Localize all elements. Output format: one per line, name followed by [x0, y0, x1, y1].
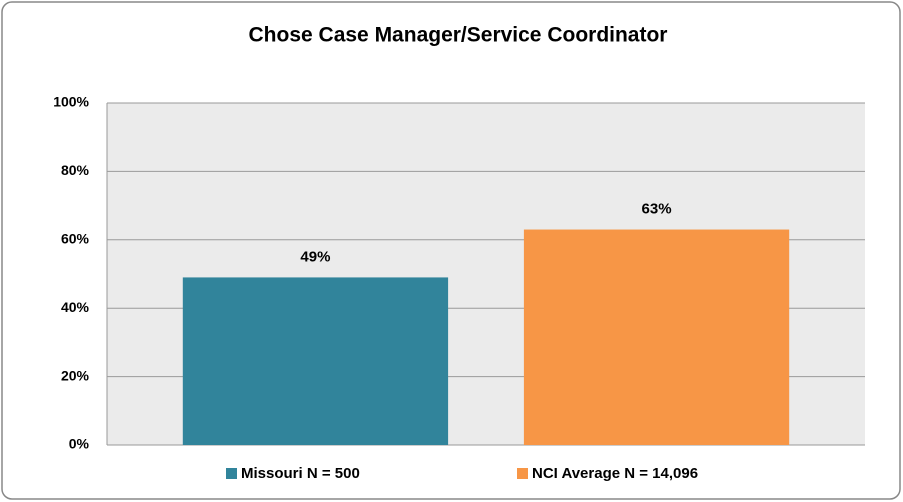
y-tick-label: 20%: [61, 367, 90, 383]
bar: [523, 229, 790, 445]
legend-label: NCI Average N = 14,096: [532, 465, 698, 482]
value-label: 49%: [300, 248, 330, 265]
y-tick-label: 100%: [53, 94, 89, 110]
y-tick-label: 60%: [61, 231, 90, 247]
legend-label: Missouri N = 500: [241, 465, 360, 482]
value-label: 63%: [642, 201, 672, 218]
y-tick-label: 40%: [61, 299, 90, 315]
bar: [182, 277, 449, 445]
y-tick-label: 0%: [69, 436, 90, 452]
chart-title: Chose Case Manager/Service Coordinator: [249, 24, 668, 47]
legend-swatch: [517, 468, 528, 479]
legend-swatch: [226, 468, 237, 479]
y-tick-label: 80%: [61, 162, 90, 178]
